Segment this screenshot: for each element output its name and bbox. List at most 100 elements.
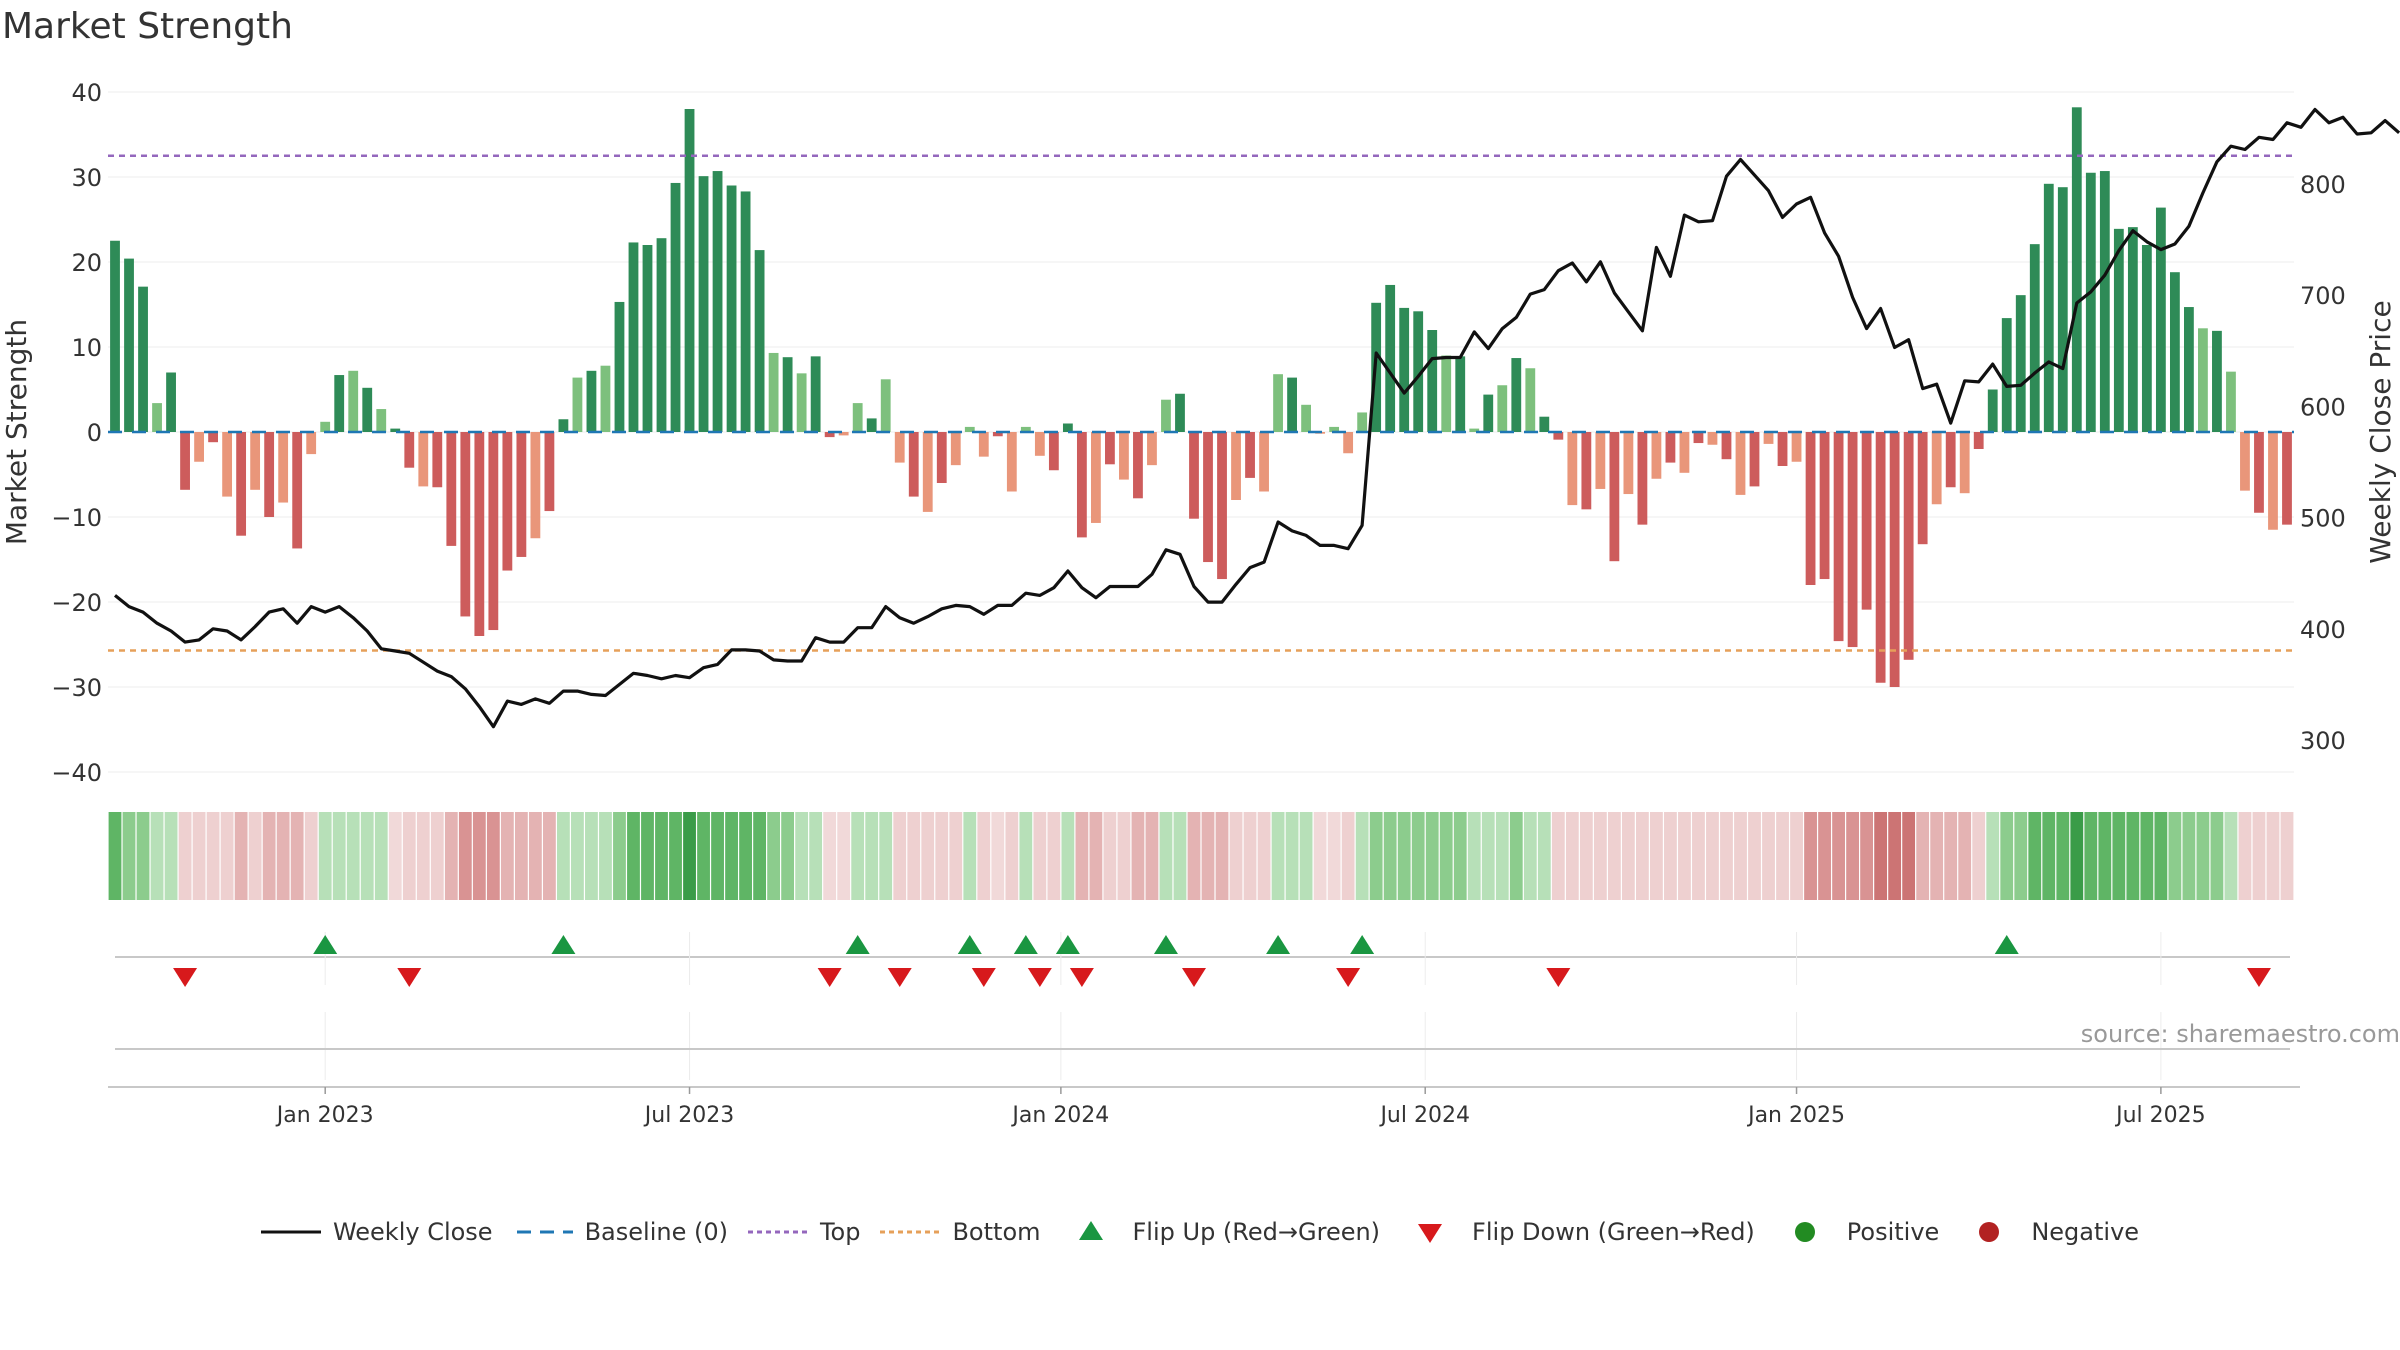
flip-up-marker [1153,935,1178,954]
y2-axis-title: Weekly Close Price [2364,300,2397,563]
strength-bar [1273,374,1283,432]
strength-bar [656,238,667,432]
x-tick-label: Jan 2024 [1010,1103,1109,1128]
source-credit: source: sharemaestro.com [2080,1020,2400,1048]
strength-bar [1133,432,1143,499]
heat-cell [248,812,262,900]
heat-cell [500,812,514,900]
strength-bar [1455,356,1466,432]
heat-cell [1425,812,1439,900]
strength-bar [2113,228,2124,432]
heat-cell [1930,812,1944,900]
strength-bar [1119,432,1129,480]
heat-cell [1089,812,1103,900]
strength-bar [1889,432,1900,687]
strength-bar [768,352,779,432]
strength-bar [138,286,148,432]
legend-item: Weekly Close [260,1218,493,1246]
heat-cell [416,812,430,900]
strength-bar [992,432,1003,437]
strength-bar [1511,358,1522,432]
legend-label: Negative [2031,1218,2140,1246]
strength-bar [642,245,653,432]
strength-bar [1721,432,1732,460]
strength-bar [1861,432,1872,610]
heat-cell [2168,812,2182,900]
heat-cell [1944,812,1958,900]
heat-cell [444,812,458,900]
strength-bar [1637,432,1648,525]
heat-cell [1005,812,1019,900]
heat-cell [1958,812,1972,900]
heat-cell [542,812,556,900]
strength-bar [2268,432,2278,530]
strength-bar [922,432,933,512]
strength-bar [278,432,289,503]
heat-cell [1664,812,1677,900]
legend-symbol [260,1230,321,1234]
strength-bar [320,421,331,432]
flip-down-marker [397,968,422,987]
strength-bar [1819,432,1830,580]
heat-cell [164,812,178,900]
heat-cell [1593,812,1607,900]
strength-bar [2254,432,2264,513]
y-tick-label: −20 [51,589,102,617]
heat-cell [851,812,865,900]
heat-cell [1790,812,1803,900]
heat-cell [1537,812,1551,900]
legend-label: Positive [1846,1218,1940,1246]
heat-cell [2210,812,2224,900]
strength-bar [782,357,793,432]
heat-cell [1019,812,1033,900]
flip-up-marker [1350,935,1375,954]
heat-cell [977,812,991,900]
strength-bar [1357,412,1368,432]
flip-down-marker [1069,968,1094,987]
heat-cell [1621,812,1635,900]
strength-bar [1006,432,1017,492]
strength-bar [1525,368,1536,432]
heat-cell [1678,812,1691,900]
flip-down-marker [1181,968,1206,987]
strength-bar [1987,389,1998,432]
strength-bar [2240,432,2250,491]
strength-bar [1553,432,1564,440]
legend-label: Flip Up (Red→Green) [1132,1218,1381,1246]
flip-up-marker [957,935,982,954]
heat-cell [1607,812,1621,900]
heat-cell [1271,812,1285,900]
heat-cell [360,812,374,900]
heat-cell [472,812,486,900]
strength-bar [1343,432,1354,454]
legend-symbol [1078,1221,1103,1240]
heat-cell [2056,812,2070,900]
strength-bar [810,356,821,432]
heat-cell [1103,812,1117,900]
flip-down-marker [2246,968,2271,987]
heat-cell [192,812,206,900]
heat-cell [1509,812,1523,900]
strength-bar [614,301,625,432]
legend-item: Positive [1775,1218,1940,1246]
legend-symbol [747,1230,808,1234]
legend-symbol [1794,1222,1815,1242]
heat-cell [1327,812,1341,900]
heat-cell [1706,812,1719,900]
flip-down-marker [173,968,198,987]
strength-bar [1539,416,1550,432]
heat-cell [823,812,837,900]
strength-bar [936,432,947,483]
strength-bar [852,403,863,432]
strength-bar [1105,432,1115,465]
heat-cell [1579,812,1593,900]
heat-cell [1229,812,1243,900]
strength-bar [1693,432,1704,444]
y-tick-label: 40 [71,79,102,107]
flip-down-marker [1546,968,1571,987]
strength-bar [1161,399,1171,432]
weekly-close-line [114,107,2400,729]
y2-tick-label: 800 [2300,171,2346,199]
heat-cell [1117,812,1131,900]
strength-bar [1441,355,1452,432]
